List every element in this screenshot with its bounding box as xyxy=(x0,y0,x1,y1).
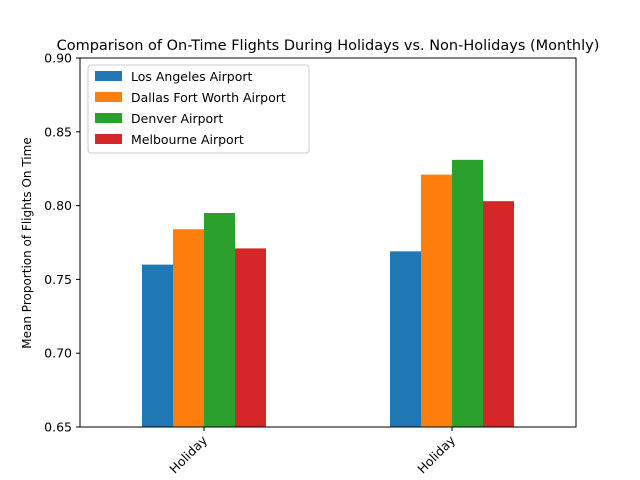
plot-frame xyxy=(79,57,577,428)
y-tick-label: 0.70 xyxy=(44,346,72,361)
legend-label-2: Denver Airport xyxy=(131,111,223,126)
bar-2-0 xyxy=(204,212,235,427)
bar-2-1 xyxy=(452,159,483,427)
chart-title: Comparison of On-Time Flights During Hol… xyxy=(57,38,600,54)
y-tick-label: 0.75 xyxy=(44,272,72,287)
bar-3-0 xyxy=(235,248,266,427)
bar-1-1 xyxy=(421,174,452,427)
legend-swatch-0 xyxy=(95,71,122,81)
legend-swatch-2 xyxy=(95,113,122,123)
bars-group xyxy=(142,159,514,427)
legend-swatch-1 xyxy=(95,92,122,102)
bar-0-0 xyxy=(142,264,173,427)
legend-label-1: Dallas Fort Worth Airport xyxy=(131,90,286,105)
legend-label-3: Melbourne Airport xyxy=(131,132,244,147)
y-tick-label: 0.65 xyxy=(44,420,72,435)
legend-label-0: Los Angeles Airport xyxy=(131,69,253,84)
legend-box xyxy=(87,64,310,154)
y-axis-label: Mean Proportion of Flights On Time xyxy=(20,137,34,348)
y-tick-label: 0.85 xyxy=(44,124,72,139)
bar-0-1 xyxy=(390,251,421,427)
bar-3-1 xyxy=(483,201,514,427)
y-tick-label: 0.80 xyxy=(44,198,72,213)
legend: Los Angeles Airport Dallas Fort Worth Air… xyxy=(87,64,310,154)
y-tick-label: 0.90 xyxy=(44,51,72,66)
legend-swatch-3 xyxy=(95,134,122,144)
y-axis: 0.65 0.70 0.75 0.80 0.85 0.90 xyxy=(44,51,80,435)
bar-1-0 xyxy=(173,229,204,427)
